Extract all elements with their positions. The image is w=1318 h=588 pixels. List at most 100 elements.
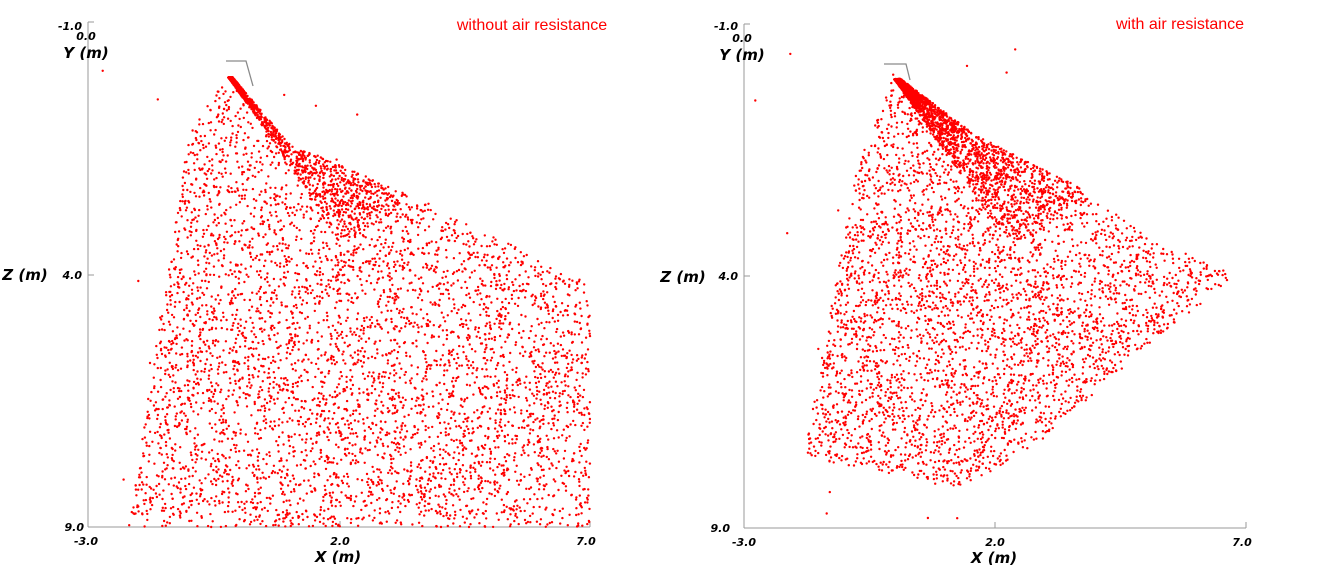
scatter-point (144, 423, 147, 426)
scatter-point (327, 428, 331, 431)
scatter-point (178, 271, 182, 275)
scatter-point (302, 479, 306, 482)
scatter-point (534, 375, 537, 379)
scatter-point (260, 388, 264, 392)
scatter-point (339, 169, 342, 172)
scatter-point (299, 296, 302, 299)
scatter-point (359, 266, 362, 269)
scatter-point (476, 256, 480, 259)
scatter-point (350, 428, 354, 431)
scatter-point (200, 279, 204, 282)
scatter-point (282, 500, 285, 504)
scatter-point (430, 240, 433, 243)
scatter-point (167, 320, 171, 323)
scatter-point (167, 339, 171, 343)
scatter-point (344, 436, 347, 440)
scatter-point (239, 432, 242, 435)
scatter-point (367, 337, 371, 340)
scatter-point (213, 388, 217, 391)
scatter-point (339, 220, 342, 223)
scatter-point (351, 173, 354, 177)
scatter-point (384, 209, 387, 212)
scatter-point (426, 290, 430, 293)
scatter-point (462, 351, 465, 354)
scatter-point (258, 287, 262, 290)
scatter-point (340, 190, 343, 194)
scatter-point (146, 416, 149, 420)
scatter-point (325, 202, 328, 205)
scatter-point (457, 308, 460, 311)
scatter-point (454, 220, 457, 224)
scatter-point (261, 163, 264, 166)
scatter-point (419, 510, 423, 513)
scatter-point (344, 234, 347, 237)
scatter-point (488, 244, 491, 248)
scatter-point (310, 192, 313, 196)
scatter-point (537, 454, 540, 457)
scatter-point (453, 231, 457, 235)
scatter-point (392, 389, 395, 392)
scatter-point (265, 401, 269, 405)
scatter-point (361, 452, 364, 455)
scatter-point (360, 216, 363, 219)
scatter-point (259, 486, 262, 489)
scatter-point (224, 469, 227, 473)
scatter-point (509, 523, 512, 526)
scatter-point (493, 335, 497, 339)
scatter-point (399, 249, 402, 253)
scatter-point (239, 318, 242, 321)
scatter-point (281, 492, 284, 496)
scatter-point (329, 501, 333, 504)
scatter-point (572, 452, 576, 455)
scatter-point (362, 211, 365, 214)
scatter-point (410, 377, 413, 380)
scatter-point (399, 252, 402, 255)
scatter-point (424, 370, 428, 374)
scatter-point (456, 279, 460, 282)
scatter-point (562, 334, 566, 337)
scatter-point (311, 442, 314, 445)
scatter-point (371, 257, 374, 260)
scatter-point (403, 498, 406, 501)
scatter-point (264, 524, 268, 528)
scatter-point (296, 380, 300, 384)
scatter-point (328, 225, 331, 229)
scatter-point (191, 354, 195, 357)
scatter-point (291, 474, 295, 477)
scatter-point (208, 347, 211, 350)
scatter-point (227, 510, 230, 513)
scatter-point (493, 273, 496, 277)
scatter-point (424, 414, 427, 417)
scatter-point (542, 418, 545, 421)
scatter-point (414, 484, 418, 488)
scatter-point (371, 267, 374, 271)
scatter-point (417, 226, 420, 229)
scatter-point (197, 214, 200, 217)
scatter-point (404, 370, 407, 374)
scatter-point (382, 404, 385, 407)
scatter-point (235, 313, 238, 316)
scatter-point (195, 401, 198, 404)
scatter-point (178, 206, 182, 210)
scatter-point (580, 413, 584, 416)
scatter-point (420, 218, 423, 221)
scatter-point (387, 352, 391, 355)
scatter-point (257, 370, 261, 373)
scatter-point (425, 456, 429, 460)
scatter-point (313, 236, 316, 239)
scatter-point (236, 293, 240, 296)
scatter-point (287, 396, 291, 400)
scatter-point (375, 484, 378, 487)
scatter-point (493, 483, 496, 486)
scatter-point (191, 129, 194, 132)
scatter-point (296, 172, 300, 175)
scatter-point (368, 274, 371, 277)
scatter-point (421, 388, 424, 391)
scatter-point (236, 501, 240, 504)
scatter-point (349, 369, 352, 372)
scatter-point (270, 214, 273, 217)
scatter-point (148, 444, 151, 448)
scatter-point (288, 499, 291, 502)
scatter-point (540, 455, 543, 458)
scatter-point (268, 400, 272, 403)
